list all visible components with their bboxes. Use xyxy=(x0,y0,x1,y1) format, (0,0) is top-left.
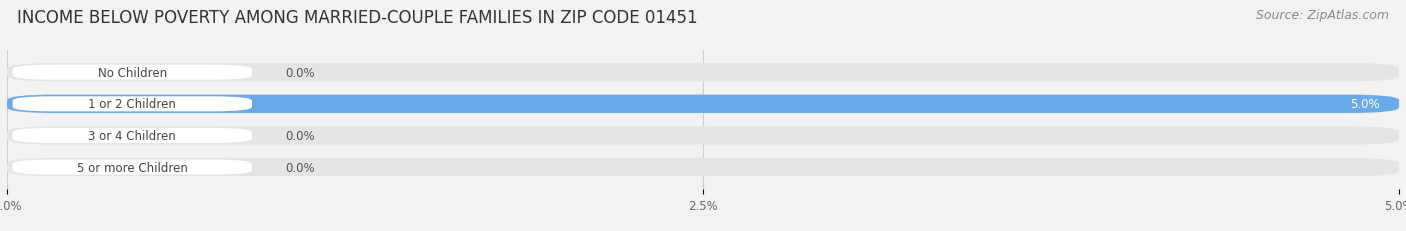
Text: 0.0%: 0.0% xyxy=(285,66,315,79)
Text: 1 or 2 Children: 1 or 2 Children xyxy=(89,98,176,111)
Text: 0.0%: 0.0% xyxy=(285,129,315,142)
Text: 5.0%: 5.0% xyxy=(1350,98,1379,111)
FancyBboxPatch shape xyxy=(7,95,1399,113)
FancyBboxPatch shape xyxy=(13,160,252,175)
FancyBboxPatch shape xyxy=(13,97,252,112)
FancyBboxPatch shape xyxy=(7,95,1399,113)
Text: 0.0%: 0.0% xyxy=(285,161,315,174)
Text: No Children: No Children xyxy=(98,66,167,79)
Text: INCOME BELOW POVERTY AMONG MARRIED-COUPLE FAMILIES IN ZIP CODE 01451: INCOME BELOW POVERTY AMONG MARRIED-COUPL… xyxy=(17,9,697,27)
FancyBboxPatch shape xyxy=(13,65,252,80)
Text: 3 or 4 Children: 3 or 4 Children xyxy=(89,129,176,142)
FancyBboxPatch shape xyxy=(7,64,1399,82)
FancyBboxPatch shape xyxy=(7,158,1399,176)
Text: Source: ZipAtlas.com: Source: ZipAtlas.com xyxy=(1256,9,1389,22)
FancyBboxPatch shape xyxy=(13,128,252,143)
FancyBboxPatch shape xyxy=(7,127,1399,145)
Text: 5 or more Children: 5 or more Children xyxy=(77,161,188,174)
